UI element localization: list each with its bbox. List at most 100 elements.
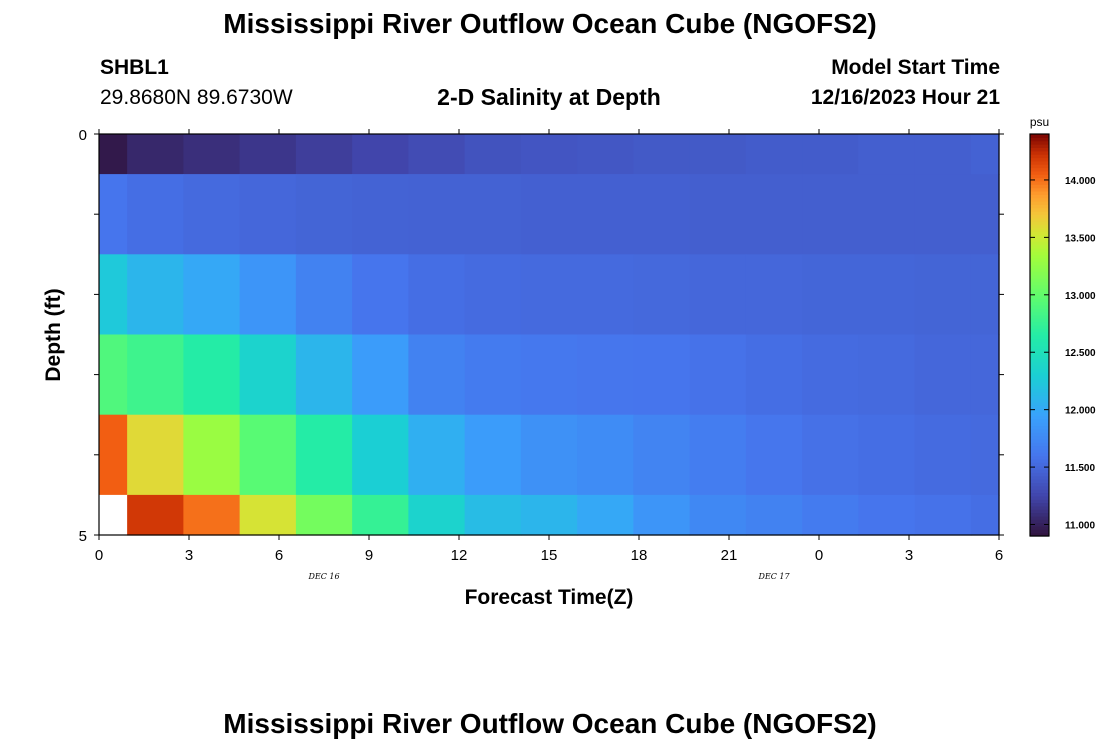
colorbar-unit: psu — [1030, 115, 1049, 129]
heatmap-cell — [352, 254, 409, 336]
colorbar-segment — [1030, 348, 1049, 353]
colorbar-segment — [1030, 308, 1049, 313]
heatmap-cell — [802, 134, 859, 175]
heatmap-cell — [745, 334, 803, 416]
heatmap-cell — [408, 134, 466, 175]
heatmap-cell — [352, 174, 409, 255]
colorbar-segment — [1030, 154, 1049, 159]
y-axis-label: Depth (ft) — [42, 288, 65, 381]
colorbar-segment — [1030, 291, 1049, 296]
colorbar-segment — [1030, 469, 1049, 473]
colorbar-segment — [1030, 170, 1049, 175]
heatmap-cell — [127, 174, 184, 255]
colorbar-segment — [1030, 214, 1049, 219]
colorbar-segment — [1030, 505, 1049, 510]
x-tick-label: 15 — [541, 547, 558, 564]
colorbar-segment — [1030, 180, 1049, 185]
heatmap-cell — [577, 134, 634, 175]
heatmap-cell — [295, 334, 353, 416]
colorbar-segment — [1030, 361, 1049, 366]
colorbar-segment — [1030, 525, 1049, 530]
colorbar-segment — [1030, 150, 1049, 155]
x-tick-label: 6 — [995, 547, 1003, 564]
colorbar-segment — [1030, 278, 1049, 282]
colorbar-segment — [1030, 438, 1049, 443]
colorbar-segment — [1030, 489, 1049, 494]
heatmap-cell — [520, 494, 578, 536]
heatmap-cell — [183, 414, 241, 496]
colorbar-segment — [1030, 495, 1049, 500]
heatmap-cell — [577, 414, 634, 496]
colorbar-segment — [1030, 224, 1049, 229]
heatmap-cell — [408, 254, 466, 336]
colorbar-segment — [1030, 452, 1049, 457]
heatmap-cell — [689, 174, 747, 255]
heatmap-cell — [99, 414, 128, 496]
colorbar-segment — [1030, 304, 1049, 309]
heatmap-cell — [239, 134, 297, 175]
heatmap-cell — [577, 494, 634, 536]
heatmap-cell — [577, 174, 634, 255]
heatmap-cell — [464, 334, 522, 416]
heatmap-cell — [352, 414, 409, 496]
heatmap-cell — [745, 134, 803, 175]
heatmap-cell — [464, 254, 522, 336]
heatmap-cell — [99, 174, 128, 255]
heatmap-cell — [858, 414, 916, 496]
colorbar-tick-label: 12.500 — [1065, 348, 1096, 359]
colorbar-segment — [1030, 174, 1049, 179]
colorbar-segment — [1030, 519, 1049, 524]
heatmap-cell — [970, 334, 1000, 416]
colorbar-segment — [1030, 234, 1049, 239]
heatmap-cell — [239, 414, 297, 496]
heatmap-cell — [633, 174, 691, 255]
x-tick-label: 9 — [365, 547, 373, 564]
y-axis: 05 — [79, 127, 1004, 545]
heatmap-cell — [577, 334, 634, 416]
colorbar-segment — [1030, 144, 1049, 148]
station-name: SHBL1 — [100, 56, 169, 79]
heatmap-cell — [802, 414, 859, 496]
heatmap-cell — [914, 414, 972, 496]
heatmap-cell — [99, 134, 128, 175]
colorbar-segment — [1030, 462, 1049, 467]
colorbar-segment — [1030, 227, 1049, 232]
colorbar-segment — [1030, 502, 1049, 507]
heatmap-cell — [802, 254, 859, 336]
heatmap-cell — [745, 494, 803, 536]
heatmap-cell — [858, 334, 916, 416]
colorbar-segment — [1030, 294, 1049, 299]
x-tick-label: 0 — [95, 547, 103, 564]
heatmap-cell — [408, 494, 466, 536]
x-axis-label: Forecast Time(Z) — [465, 586, 634, 609]
colorbar-segment — [1030, 425, 1049, 430]
colorbar-segment — [1030, 257, 1049, 262]
heatmap-cell — [520, 134, 578, 175]
heatmap-cell — [464, 414, 522, 496]
heatmap-cell — [295, 494, 353, 536]
colorbar-segment — [1030, 247, 1049, 252]
heatmap-cell — [858, 494, 916, 536]
plot-subtitle: 2-D Salinity at Depth — [437, 84, 661, 110]
heatmap-cell — [970, 494, 1000, 536]
colorbar-segment — [1030, 522, 1049, 527]
heatmap-cell — [577, 254, 634, 336]
heatmap-cell — [127, 134, 184, 175]
heatmap-cell — [408, 334, 466, 416]
colorbar-segment — [1030, 167, 1049, 172]
colorbar-segment — [1030, 378, 1049, 383]
heatmap-cell — [914, 494, 972, 536]
colorbar-segment — [1030, 217, 1049, 222]
colorbar-segment — [1030, 529, 1049, 534]
colorbar-segment — [1030, 268, 1049, 272]
colorbar-segment — [1030, 328, 1049, 333]
colorbar-segment — [1030, 147, 1049, 152]
colorbar-segment — [1030, 402, 1049, 406]
colorbar-segment — [1030, 341, 1049, 346]
heatmap-cell — [408, 414, 466, 496]
heatmap-cell — [520, 334, 578, 416]
colorbar-tick-label: 13.000 — [1065, 291, 1096, 302]
x-tick-label: 3 — [185, 547, 193, 564]
heatmap-cell — [633, 334, 691, 416]
